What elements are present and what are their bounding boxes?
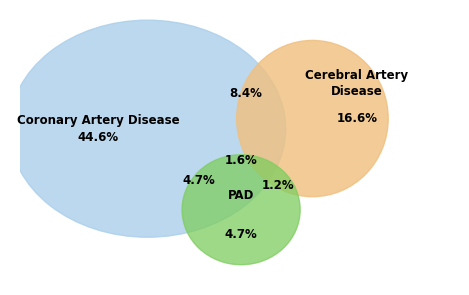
Text: 1.6%: 1.6% — [225, 154, 257, 167]
Ellipse shape — [182, 155, 300, 265]
Text: Cerebral Artery
Disease: Cerebral Artery Disease — [305, 69, 408, 98]
Text: 1.2%: 1.2% — [262, 179, 295, 192]
Text: 4.7%: 4.7% — [182, 174, 215, 187]
Ellipse shape — [237, 40, 388, 197]
Text: 44.6%: 44.6% — [78, 131, 119, 144]
Text: 16.6%: 16.6% — [337, 112, 378, 125]
Text: 8.4%: 8.4% — [229, 87, 262, 101]
Text: PAD: PAD — [228, 189, 254, 202]
Text: Coronary Artery Disease: Coronary Artery Disease — [17, 114, 180, 127]
Ellipse shape — [9, 20, 286, 237]
Text: 4.7%: 4.7% — [225, 228, 257, 241]
